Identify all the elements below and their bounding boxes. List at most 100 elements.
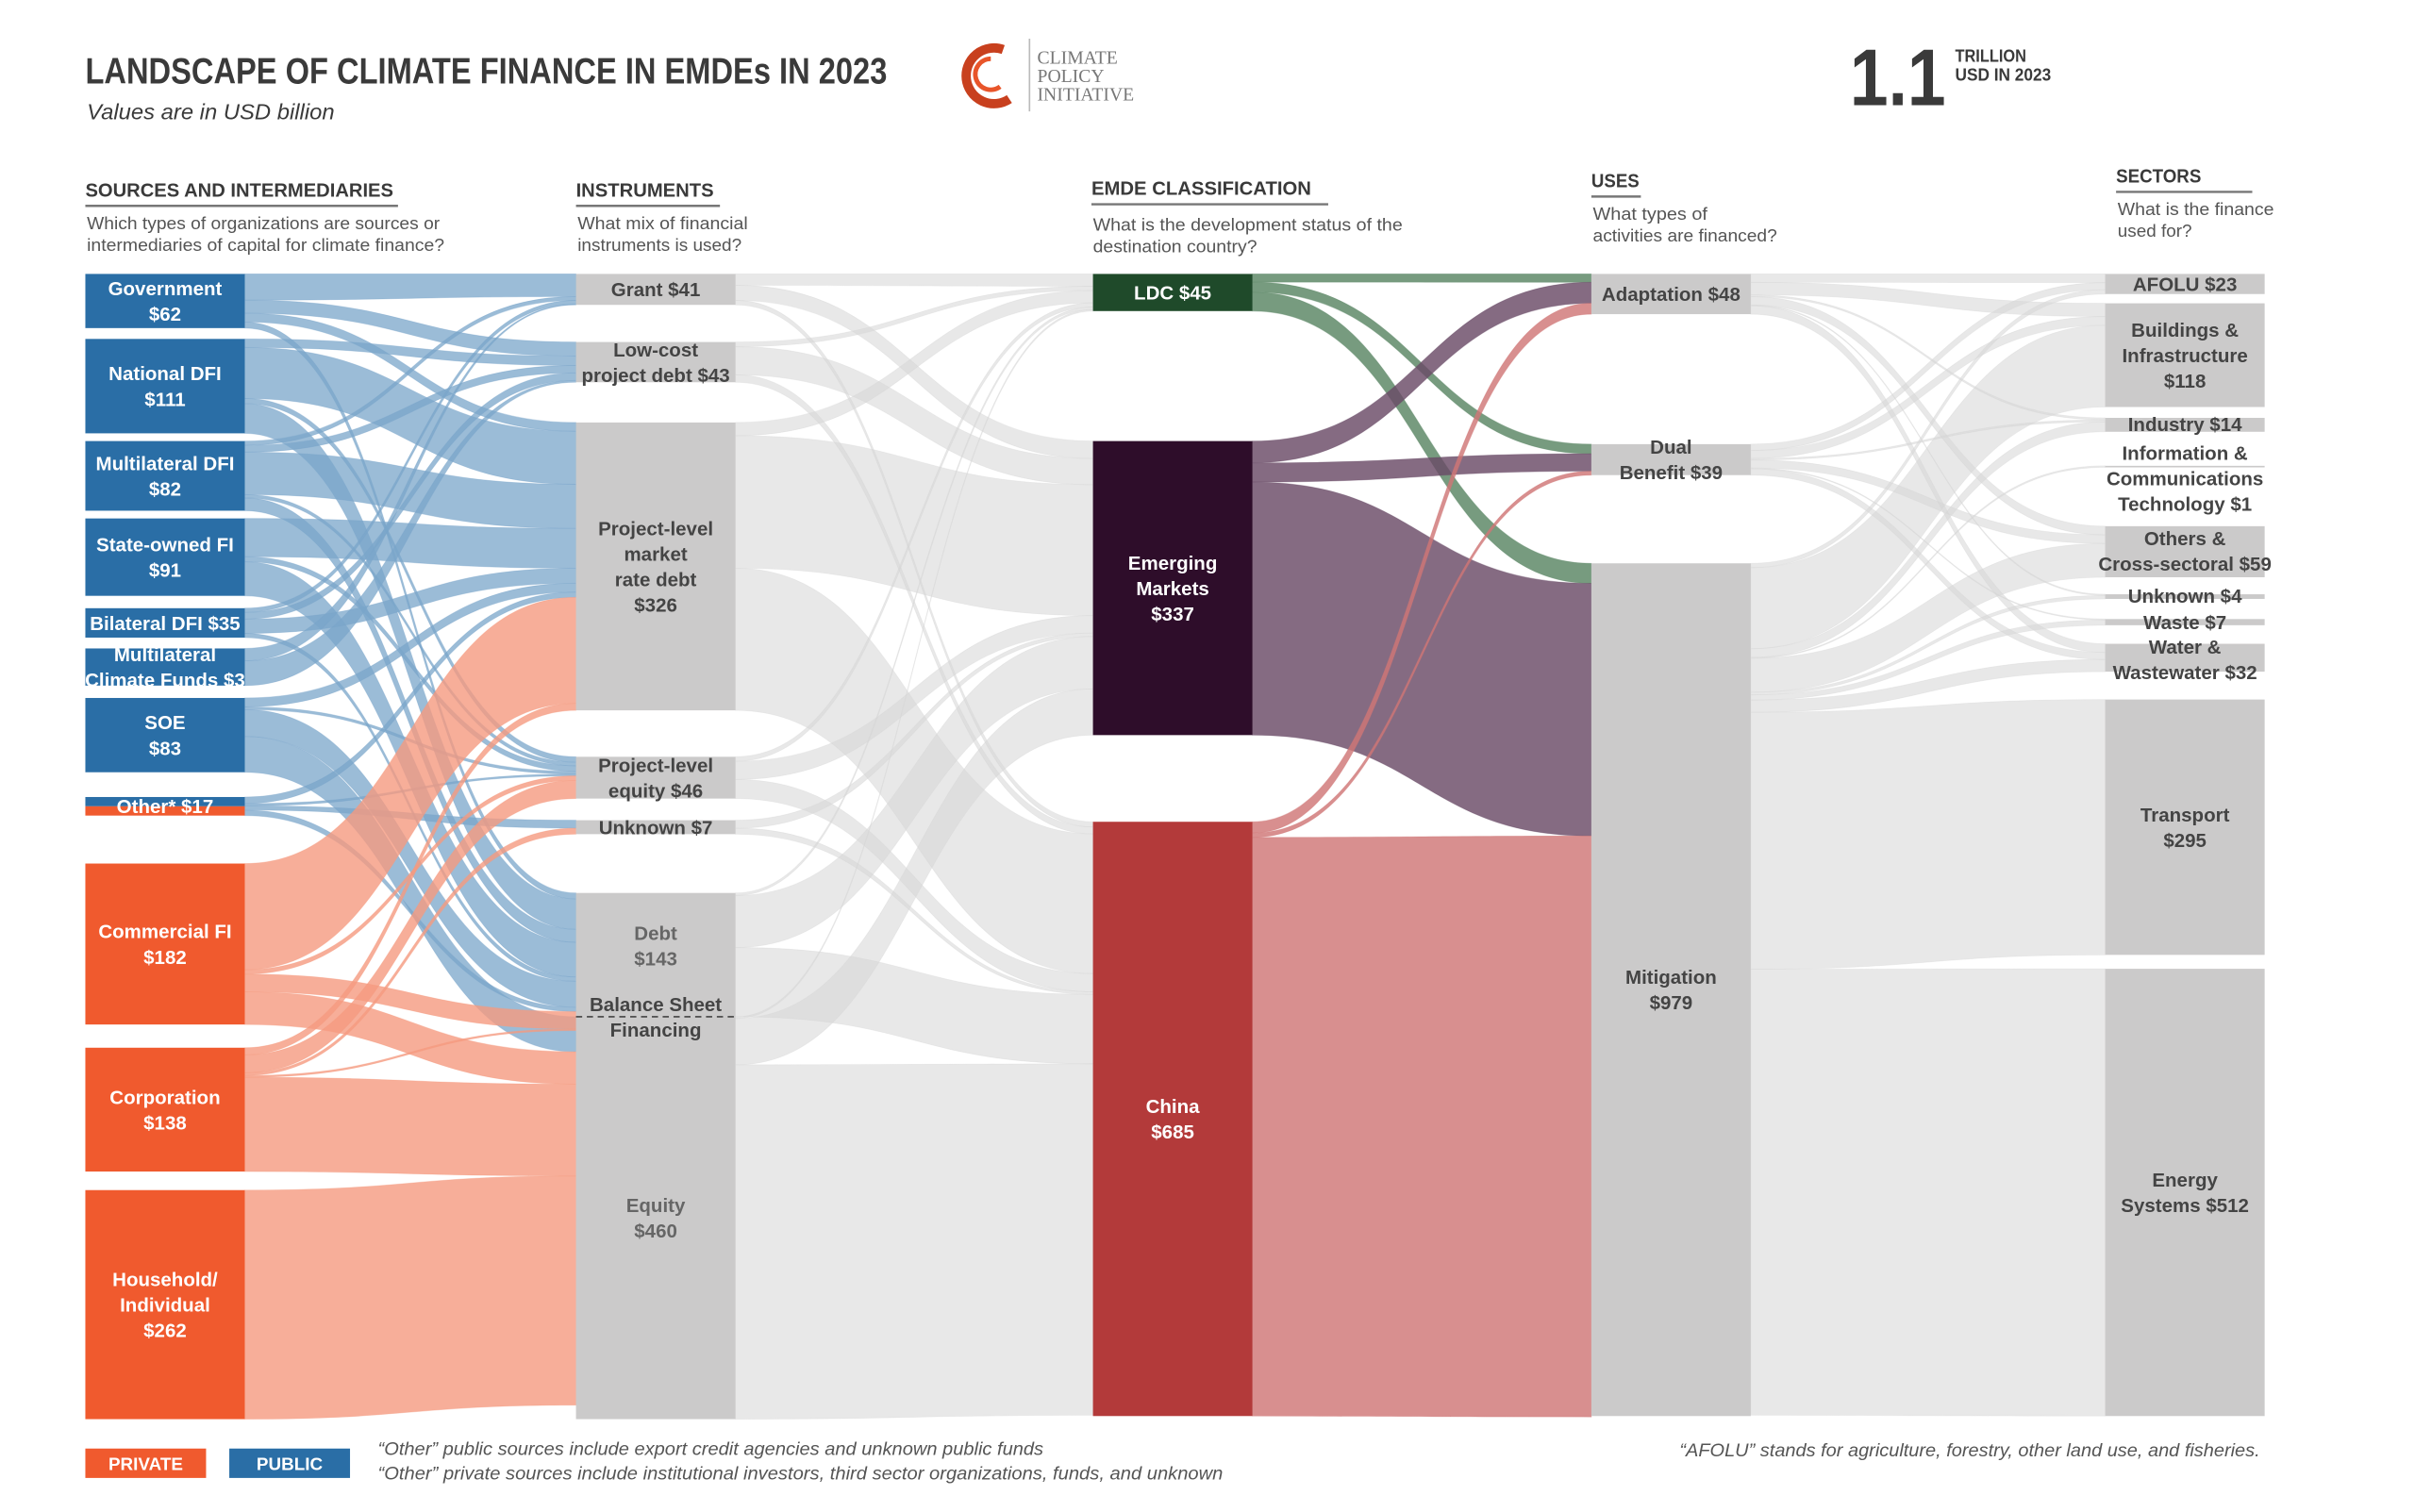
node-other-private[interactable] <box>85 806 245 816</box>
label-line: Financing <box>610 1020 702 1041</box>
label-line: Government <box>108 278 223 300</box>
column-question: destination country? <box>1093 236 1257 256</box>
column-question: activities are financed? <box>1593 225 1777 245</box>
node-cfi[interactable] <box>85 863 245 1025</box>
node-label-em: Emerging Markets $337 <box>1128 553 1218 625</box>
node-hh[interactable] <box>85 1189 245 1420</box>
node-em[interactable] <box>1092 440 1253 736</box>
node-label-peq: Project-level equity $46 <box>598 755 713 802</box>
node-bdfi[interactable] <box>85 607 245 638</box>
cpi-logo: CLIMATE POLICY INITIATIVE <box>961 39 1135 112</box>
node-grant[interactable] <box>575 274 736 306</box>
node-label-energy: Energy Systems $512 <box>2121 1170 2249 1217</box>
node-china[interactable] <box>1092 822 1253 1417</box>
footnote-afolu: “AFOLU” stands for agriculture, forestry… <box>1679 1440 2259 1461</box>
label-line: Project-level <box>598 518 713 540</box>
label-line: Commercial FI <box>98 922 231 943</box>
node-adapt[interactable] <box>1591 274 1751 315</box>
node-label-adapt: Adaptation $48 <box>1602 284 1740 306</box>
node-label-cfi: Commercial FI $182 <box>98 922 231 969</box>
label-line: Emerging <box>1128 553 1218 574</box>
node-label-afolu: AFOLU $23 <box>2133 274 2238 295</box>
label-line: $460 <box>634 1221 677 1242</box>
label-line: Debt <box>634 922 677 944</box>
node-other-public[interactable] <box>85 796 245 806</box>
sankey-labels: Government $62 National DFI $111 Multilatera… <box>85 274 2272 1341</box>
label-line: State-owned FI <box>96 535 234 557</box>
legend: PRIVATE PUBLIC <box>85 1448 351 1478</box>
label-line: Multilateral <box>114 644 216 666</box>
node-debt[interactable] <box>575 892 736 1017</box>
node-energy[interactable] <box>2105 969 2265 1417</box>
node-water[interactable] <box>2105 643 2265 673</box>
legend-private-swatch <box>85 1448 207 1478</box>
node-label-other: Other* $17 <box>117 796 214 818</box>
label-line: $182 <box>143 947 187 969</box>
label-line: $118 <box>2164 371 2206 392</box>
node-label-ldc: LDC $45 <box>1134 282 1211 304</box>
label-line: Information & <box>2123 442 2248 464</box>
node-label-mitig: Mitigation $979 <box>1625 967 1717 1014</box>
label-line: Technology $1 <box>2118 493 2252 515</box>
column-title: SOURCES AND INTERMEDIARIES <box>85 179 393 201</box>
label-line: Markets <box>1136 578 1209 600</box>
node-ind[interactable] <box>2105 417 2265 432</box>
node-trans[interactable] <box>2105 699 2265 955</box>
node-mdfi[interactable] <box>85 440 245 511</box>
label-line: $337 <box>1151 604 1194 625</box>
flow-corp-to-equity <box>244 1076 576 1177</box>
node-mitig[interactable] <box>1591 563 1751 1417</box>
node-gov[interactable] <box>85 274 245 328</box>
node-afolu[interactable] <box>2105 274 2265 294</box>
node-label-ict: Information & Communications Technology $1 <box>2107 442 2263 515</box>
node-label-water: Water & Wastewater $32 <box>2113 637 2257 684</box>
node-corp[interactable] <box>85 1047 245 1172</box>
column-header-sectors: SECTORS What is the finance used for? <box>2116 166 2273 241</box>
label-line: $83 <box>149 738 181 759</box>
node-peq[interactable] <box>575 756 736 799</box>
column-title: SECTORS <box>2116 166 2201 188</box>
node-equity[interactable] <box>575 1016 736 1420</box>
node-ict[interactable] <box>2105 465 2265 468</box>
node-ndfi[interactable] <box>85 339 245 434</box>
label-line: Multilateral DFI <box>95 453 234 474</box>
node-label-soe: SOE $83 <box>144 712 185 759</box>
node-dual[interactable] <box>1591 443 1751 475</box>
node-sofi[interactable] <box>85 518 245 596</box>
flow-adapt-to-afolu <box>1750 274 2107 284</box>
node-soe[interactable] <box>85 697 245 773</box>
node-label-china: China $685 <box>1146 1096 1201 1143</box>
node-label-ndfi: National DFI $111 <box>108 363 222 410</box>
flow-mitig-to-trans <box>1750 699 2107 970</box>
node-ldc[interactable] <box>1092 274 1253 311</box>
label-line: Benefit $39 <box>1620 462 1723 484</box>
flow-hh-to-equity <box>244 1175 576 1420</box>
sankey-nodes <box>85 274 2265 1420</box>
node-label-mrd: Project-level market rate debt $326 <box>598 518 713 616</box>
node-label-gov: Government $62 <box>108 278 223 325</box>
node-mrd[interactable] <box>575 422 736 711</box>
column-title: EMDE CLASSIFICATION <box>1091 178 1311 200</box>
node-sunk[interactable] <box>2105 594 2265 599</box>
column-header-instruments: INSTRUMENTS What mix of financial instru… <box>575 179 748 255</box>
logo-text-line: INITIATIVE <box>1038 85 1135 106</box>
node-mcf[interactable] <box>85 648 245 686</box>
label-line: Others & <box>2144 528 2226 550</box>
column-question: Which types of organizations are sources… <box>87 213 440 233</box>
node-label-mcf: Multilateral Climate Funds $3 <box>85 644 245 691</box>
node-build[interactable] <box>2105 303 2265 407</box>
node-unk[interactable] <box>575 820 736 835</box>
label-line: $295 <box>2163 830 2207 852</box>
label-line: Cross-sectoral $59 <box>2098 554 2271 575</box>
label-line: Individual <box>120 1295 210 1317</box>
label-line: National DFI <box>108 363 222 385</box>
column-question: What is the finance <box>2118 199 2274 219</box>
node-waste[interactable] <box>2105 619 2265 625</box>
label-line: Water & <box>2149 637 2222 658</box>
label-line: $685 <box>1151 1122 1194 1143</box>
label-line: project debt $43 <box>581 365 729 387</box>
legend-private-label: PRIVATE <box>108 1454 183 1474</box>
column-question: intermediaries of capital for climate fi… <box>87 235 444 255</box>
node-oth[interactable] <box>2105 525 2265 577</box>
node-lcd[interactable] <box>575 341 736 383</box>
